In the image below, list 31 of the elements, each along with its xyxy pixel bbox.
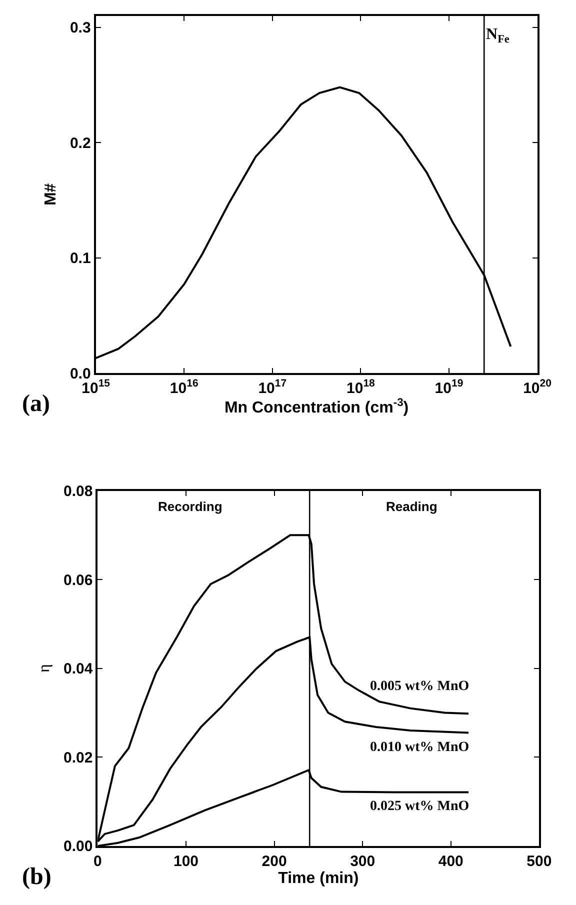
series-label: 0.025 wt% MnO bbox=[370, 799, 470, 814]
y-tick-label: 0.3 bbox=[70, 20, 91, 37]
x-tick-label: 10$^{18}$ bbox=[346, 378, 376, 398]
x-tick-label: 200 bbox=[262, 852, 287, 870]
annotation: Recording bbox=[158, 499, 222, 514]
x-tick-label: 100 bbox=[173, 852, 199, 870]
x-tick-label: 10$^{17}$ bbox=[258, 378, 287, 398]
y-tick-label: 0.02 bbox=[64, 749, 93, 766]
x-axis-title: Mn Concentration (cm$^{-3}$) bbox=[224, 397, 409, 417]
x-tick-label: 500 bbox=[526, 852, 552, 870]
y-tick-label: 0.1 bbox=[70, 250, 91, 268]
x-tick-label: 400 bbox=[438, 852, 464, 870]
y-tick-label: 0.04 bbox=[64, 660, 94, 678]
text: (a) bbox=[22, 391, 50, 417]
x-tick-label: 300 bbox=[350, 852, 376, 870]
series-label: 0.010 wt% MnO bbox=[370, 740, 470, 755]
x-tick-label: 10$^{20}$ bbox=[523, 378, 552, 398]
x-tick-label: 10$^{16}$ bbox=[170, 378, 198, 398]
y-tick-label: 0.00 bbox=[64, 838, 93, 856]
x-tick-label: 10$^{19}$ bbox=[434, 378, 464, 398]
y-axis-title: M# bbox=[42, 183, 60, 206]
y-axis-title: η bbox=[36, 664, 53, 673]
ref-line-label: N$_{Fe}$ bbox=[486, 26, 510, 46]
series-label: 0.005 wt% MnO bbox=[370, 679, 470, 694]
text: (b) bbox=[22, 864, 52, 890]
x-tick-label: 0 bbox=[94, 852, 102, 870]
y-tick-label: 0.06 bbox=[64, 572, 93, 589]
y-tick-label: 0.08 bbox=[64, 483, 93, 500]
y-tick-label: 0.2 bbox=[70, 134, 91, 152]
annotation: Reading bbox=[386, 499, 438, 514]
x-axis-title: Time (min) bbox=[278, 870, 359, 887]
